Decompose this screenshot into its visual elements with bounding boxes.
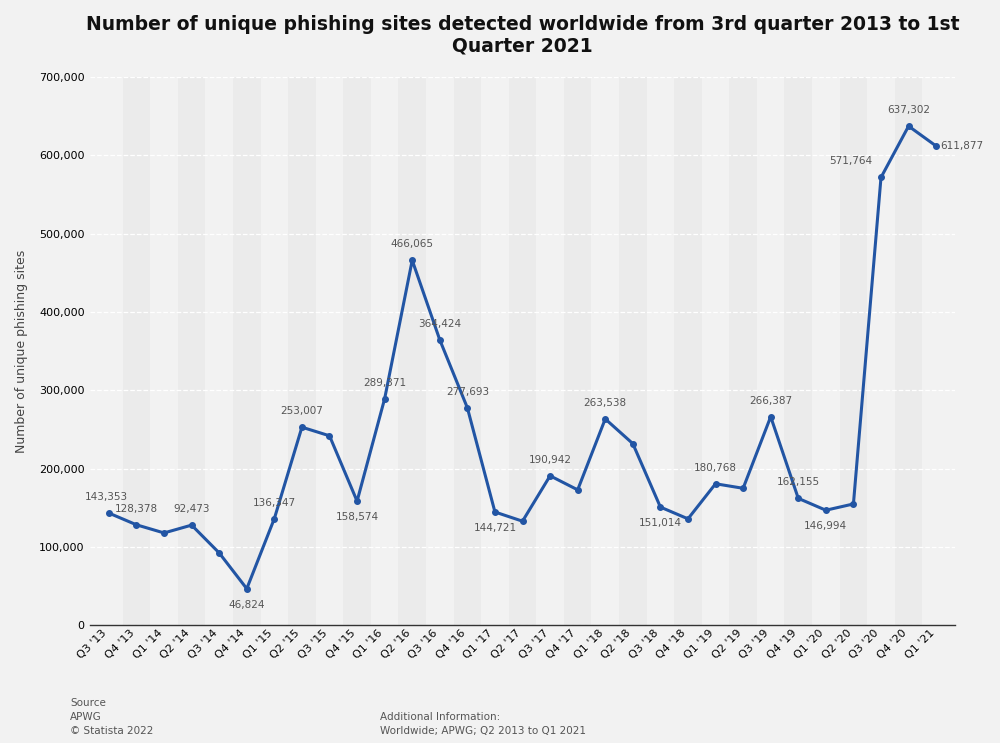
Text: Source
APWG
© Statista 2022: Source APWG © Statista 2022 [70, 698, 153, 736]
Bar [895, 77, 922, 626]
Bar [509, 77, 536, 626]
Bar [398, 77, 426, 626]
Bar [288, 77, 316, 626]
Text: 277,693: 277,693 [446, 387, 489, 397]
Text: 146,994: 146,994 [804, 521, 847, 531]
Text: 263,538: 263,538 [584, 398, 627, 408]
Text: 253,007: 253,007 [280, 406, 323, 416]
Bar [178, 77, 205, 626]
Bar [123, 77, 150, 626]
Bar [233, 77, 261, 626]
Y-axis label: Number of unique phishing sites: Number of unique phishing sites [15, 250, 28, 452]
Text: 637,302: 637,302 [887, 106, 930, 115]
Text: 162,155: 162,155 [777, 478, 820, 487]
Text: 571,764: 571,764 [830, 157, 873, 166]
Text: 92,473: 92,473 [173, 504, 210, 514]
Bar [729, 77, 757, 626]
Text: 180,768: 180,768 [694, 463, 737, 473]
Text: 266,387: 266,387 [749, 396, 792, 406]
Text: 144,721: 144,721 [473, 523, 517, 533]
Text: 143,353: 143,353 [85, 492, 128, 502]
Text: 364,424: 364,424 [418, 319, 461, 329]
Text: 466,065: 466,065 [391, 239, 434, 250]
Text: 289,371: 289,371 [363, 377, 406, 388]
Bar [343, 77, 371, 626]
Text: Additional Information:
Worldwide; APWG; Q2 2013 to Q1 2021: Additional Information: Worldwide; APWG;… [380, 712, 586, 736]
Bar [454, 77, 481, 626]
Bar [564, 77, 591, 626]
Bar [619, 77, 647, 626]
Text: 136,347: 136,347 [253, 498, 296, 507]
Text: 128,378: 128,378 [115, 504, 158, 514]
Title: Number of unique phishing sites detected worldwide from 3rd quarter 2013 to 1st
: Number of unique phishing sites detected… [86, 15, 959, 56]
Text: 611,877: 611,877 [940, 141, 983, 151]
Bar [784, 77, 812, 626]
Text: 158,574: 158,574 [336, 512, 379, 522]
Bar [674, 77, 702, 626]
Bar [840, 77, 867, 626]
Text: 151,014: 151,014 [639, 518, 682, 528]
Text: 190,942: 190,942 [529, 455, 572, 465]
Text: 46,824: 46,824 [229, 600, 265, 610]
